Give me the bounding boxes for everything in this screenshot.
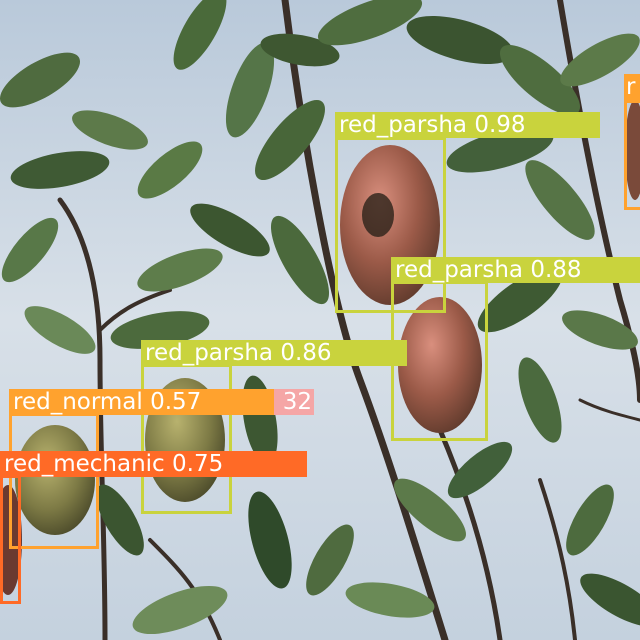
- detection-label-parsha-3: red_parsha 0.86: [141, 340, 407, 366]
- detection-box-parsha-3: [141, 364, 232, 514]
- detection-box-parsha-1: [335, 137, 446, 313]
- detection-box-normal-1: [9, 413, 99, 549]
- detection-box-edge-1: [624, 100, 640, 210]
- detection-box-mechanic-1: [0, 475, 21, 604]
- detection-label-parsha-2: red_parsha 0.88: [391, 257, 640, 283]
- detection-label-edge-1: r: [624, 74, 640, 100]
- detection-label-parsha-1: red_parsha 0.98: [335, 112, 600, 138]
- detection-label-normal-1: red_normal 0.57: [9, 389, 274, 415]
- detection-label-mechanic-1: red_mechanic 0.75: [0, 451, 307, 477]
